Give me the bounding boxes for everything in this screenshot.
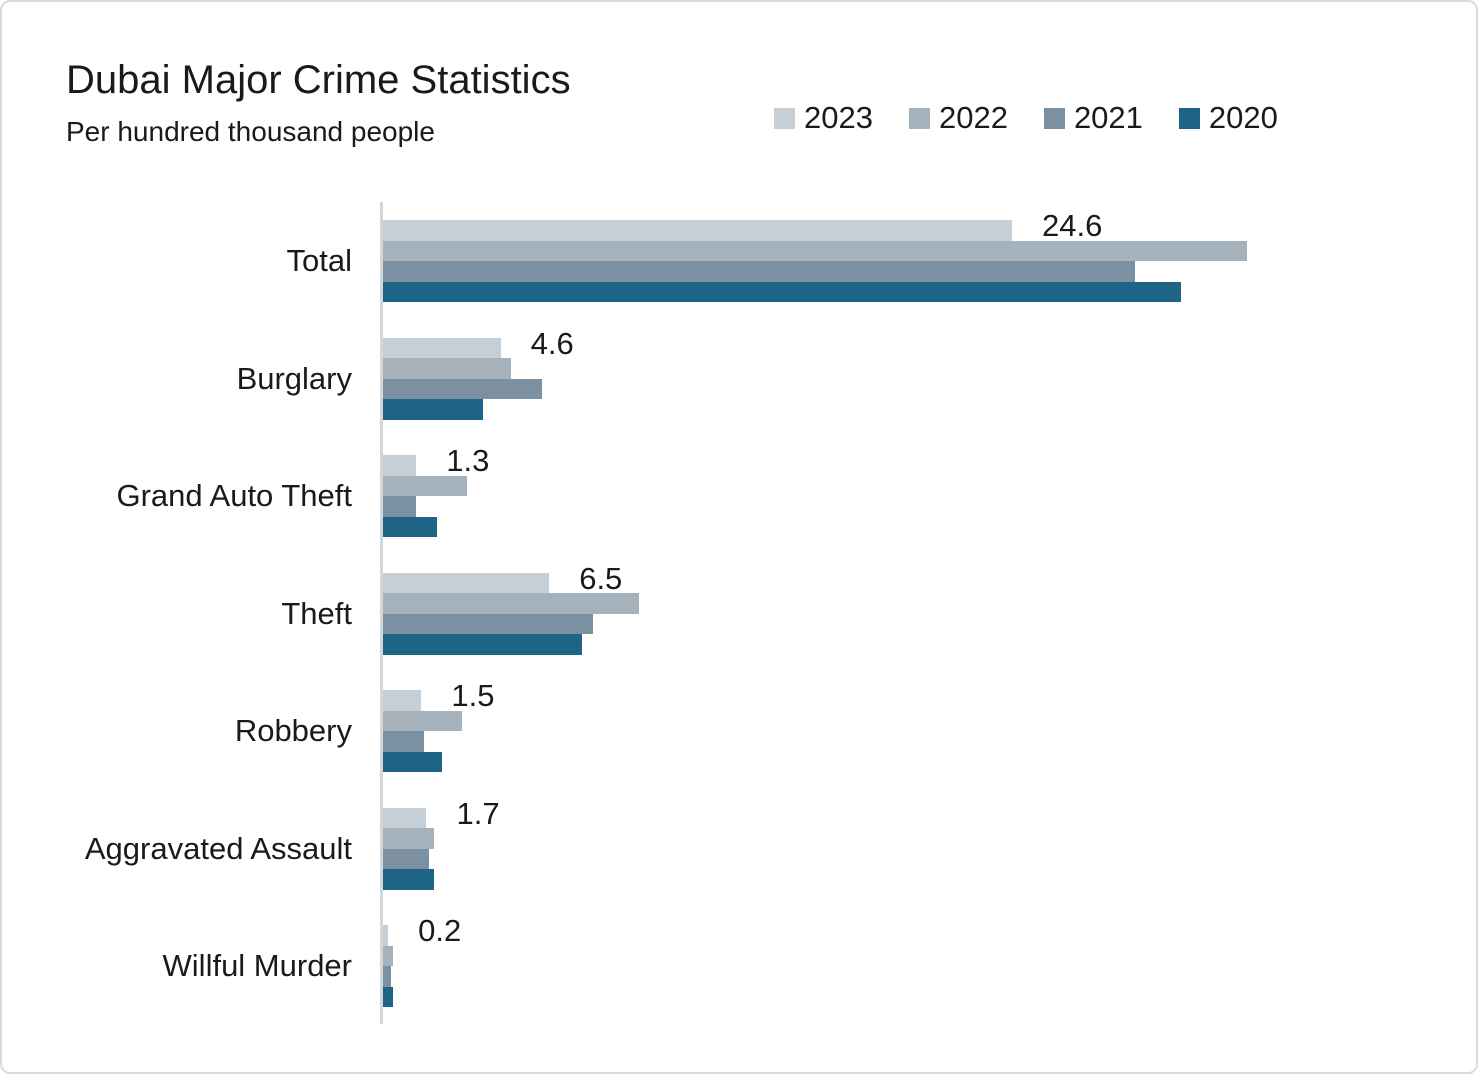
value-label-total: 24.6 xyxy=(1042,208,1103,243)
bar-willful-murder-2022 xyxy=(383,945,394,966)
bar-group-robbery xyxy=(383,690,1476,772)
bar-theft-2020 xyxy=(383,634,583,655)
bar-burglary-2023 xyxy=(383,337,501,358)
bar-grand-auto-theft-2021 xyxy=(383,496,417,517)
bar-grand-auto-theft-2020 xyxy=(383,516,437,537)
bar-theft-2021 xyxy=(383,613,593,634)
legend-swatch-icon xyxy=(774,107,795,129)
chart-title: Dubai Major Crime Statistics xyxy=(66,58,571,102)
value-label-grand-auto-theft: 1.3 xyxy=(446,443,490,478)
bar-group-willful-murder xyxy=(383,925,1476,1007)
category-label-theft: Theft xyxy=(281,595,352,631)
bar-group-aggravated-assault xyxy=(383,807,1476,890)
bar-willful-murder-2023 xyxy=(383,925,389,946)
legend-label: 2021 xyxy=(1073,100,1143,135)
bar-robbery-2023 xyxy=(383,690,422,711)
legend-item-2022: 2022 xyxy=(908,100,1008,136)
legend-label: 2022 xyxy=(938,100,1008,135)
bar-group-grand-auto-theft xyxy=(383,455,1476,537)
bar-group-total xyxy=(383,220,1476,302)
bar-total-2023 xyxy=(383,220,1013,241)
value-label-robbery: 1.5 xyxy=(451,678,495,713)
bar-burglary-2021 xyxy=(383,378,542,399)
bar-group-theft xyxy=(383,572,1476,655)
legend-label: 2020 xyxy=(1208,100,1278,135)
chart-subtitle: Per hundred thousand people xyxy=(66,116,435,147)
bar-burglary-2022 xyxy=(383,358,511,379)
bar-total-2022 xyxy=(383,240,1248,261)
category-label-grand-auto-theft: Grand Auto Theft xyxy=(116,478,352,513)
category-label-burglary: Burglary xyxy=(236,360,352,396)
legend-item-2023: 2023 xyxy=(774,100,873,136)
bar-grand-auto-theft-2023 xyxy=(383,455,417,476)
bar-aggravated-assault-2020 xyxy=(383,869,435,890)
bar-aggravated-assault-2022 xyxy=(383,828,435,849)
legend-item-2020: 2020 xyxy=(1178,100,1278,136)
bar-group-burglary xyxy=(383,337,1476,420)
bar-willful-murder-2021 xyxy=(383,966,391,987)
bar-grand-auto-theft-2022 xyxy=(383,475,468,496)
value-label-theft: 6.5 xyxy=(579,560,623,596)
bar-robbery-2020 xyxy=(383,751,442,772)
category-label-aggravated-assault: Aggravated Assault xyxy=(84,830,352,866)
bar-aggravated-assault-2021 xyxy=(383,848,430,869)
category-label-total: Total xyxy=(286,243,352,278)
bar-willful-murder-2020 xyxy=(383,986,394,1007)
bar-theft-2022 xyxy=(383,593,639,614)
category-label-robbery: Robbery xyxy=(234,713,352,748)
legend-swatch-icon xyxy=(908,107,930,129)
bar-total-2021 xyxy=(383,261,1135,282)
value-label-aggravated-assault: 1.7 xyxy=(456,795,500,831)
bar-robbery-2021 xyxy=(383,731,424,752)
legend-label: 2023 xyxy=(804,100,873,135)
bar-burglary-2020 xyxy=(383,399,483,420)
bar-total-2020 xyxy=(383,281,1181,302)
legend: 2023 2022 2021 2020 xyxy=(774,100,1278,136)
legend-swatch-icon xyxy=(1043,107,1065,129)
bar-aggravated-assault-2023 xyxy=(383,807,427,828)
category-label-willful-murder: Willful Murder xyxy=(162,948,352,983)
y-axis-line xyxy=(380,202,383,1024)
value-label-willful-murder: 0.2 xyxy=(418,913,462,948)
value-label-burglary: 4.6 xyxy=(530,325,574,361)
bar-robbery-2022 xyxy=(383,710,463,731)
bar-theft-2023 xyxy=(383,572,550,593)
legend-swatch-icon xyxy=(1178,107,1200,129)
legend-item-2021: 2021 xyxy=(1043,100,1143,136)
